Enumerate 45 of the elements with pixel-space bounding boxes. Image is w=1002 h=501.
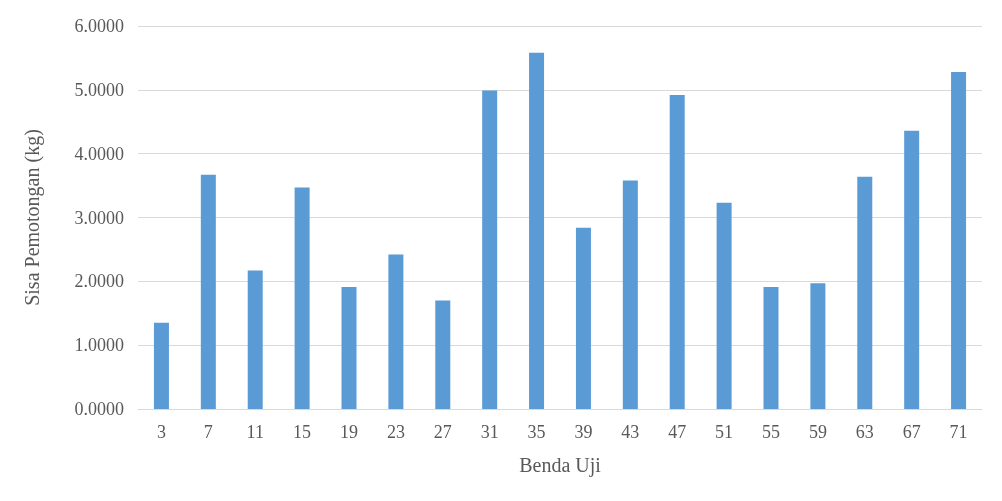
x-tick-label: 3 <box>156 422 166 442</box>
y-tick-label: 1.0000 <box>74 335 124 356</box>
x-tick-label: 7 <box>203 422 213 442</box>
x-tick-label: 19 <box>340 422 358 442</box>
bar <box>482 90 498 409</box>
y-tick-label: 2.0000 <box>74 271 124 292</box>
x-tick-label: 27 <box>433 422 452 442</box>
x-tick-label: 35 <box>527 422 546 442</box>
x-tick-label: 59 <box>808 422 827 442</box>
x-tick-label: 43 <box>621 422 640 442</box>
bar <box>388 254 404 409</box>
x-tick-label: 11 <box>246 422 264 442</box>
bar <box>435 300 451 409</box>
x-tick-label: 31 <box>480 422 499 442</box>
bar <box>951 71 967 409</box>
y-tick-label: 4.0000 <box>74 143 124 164</box>
bar <box>341 287 357 409</box>
y-tick-label: 3.0000 <box>74 207 124 228</box>
bar <box>575 227 591 409</box>
x-tick-label: 67 <box>902 422 921 442</box>
y-tick-label: 5.0000 <box>74 79 124 100</box>
x-tick-label: 39 <box>574 422 593 442</box>
bar <box>200 174 216 409</box>
bar <box>763 287 779 409</box>
y-tick-label: 0.0000 <box>74 399 124 419</box>
x-tick-label: 71 <box>949 422 968 442</box>
bar <box>857 176 873 409</box>
bar <box>529 52 545 409</box>
x-tick-label: 47 <box>668 422 687 442</box>
x-tick-label: 23 <box>386 422 405 442</box>
x-tick-label: 55 <box>762 422 780 442</box>
y-axis-title: Sisa Pemotongan (kg) <box>21 129 44 306</box>
y-tick-label: 6.0000 <box>74 16 124 36</box>
bar <box>716 202 732 409</box>
bar <box>810 283 826 409</box>
x-tick-label: 15 <box>293 422 312 442</box>
bar <box>669 94 685 409</box>
bar <box>622 180 638 409</box>
bar <box>294 187 310 409</box>
x-axis-title: Benda Uji <box>519 454 602 477</box>
bar <box>904 130 920 409</box>
bar <box>153 322 169 409</box>
x-tick-label: 51 <box>715 422 734 442</box>
bar <box>247 270 263 409</box>
x-tick-label: 63 <box>855 422 874 442</box>
